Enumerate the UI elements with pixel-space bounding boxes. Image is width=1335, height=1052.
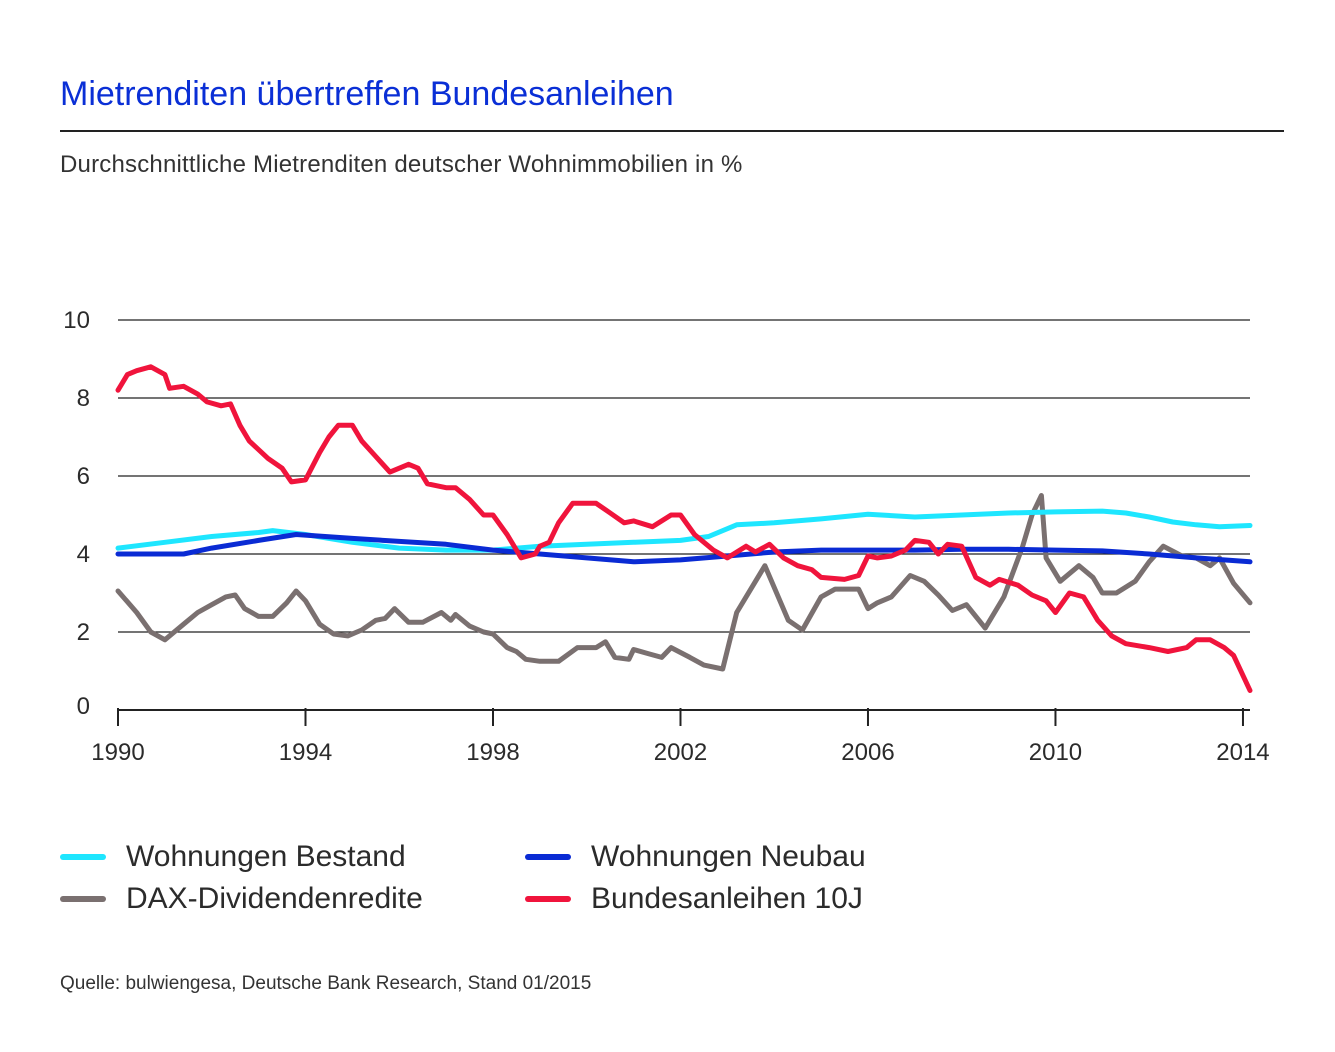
y-tick-label: 4 <box>77 541 90 568</box>
series-line-wohnungen-neubau <box>115 532 1253 565</box>
x-tick-label: 2002 <box>654 739 707 766</box>
legend-swatch-bestand <box>60 854 106 860</box>
x-tick-label: 2014 <box>1216 739 1269 766</box>
legend-label: DAX-Dividendenredite <box>126 882 423 915</box>
y-tick-label: 6 <box>77 463 90 490</box>
legend-item-wohnungen-bestand: Wohnungen Bestand <box>60 840 406 874</box>
legend-label: Wohnungen Neubau <box>591 840 866 873</box>
y-tick-label: 2 <box>77 619 90 646</box>
series-lines <box>115 364 1253 693</box>
legend-label: Wohnungen Bestand <box>126 840 406 873</box>
legend-swatch-bund <box>525 896 571 902</box>
legend-item-dax-dividendenredite: DAX-Dividendenredite <box>60 882 423 916</box>
x-tick-label: 2010 <box>1029 739 1082 766</box>
legend-swatch-neubau <box>525 854 571 860</box>
x-tick-label: 2006 <box>841 739 894 766</box>
source-note: Quelle: bulwiengesa, Deutsche Bank Resea… <box>60 973 592 994</box>
title-divider <box>60 130 1284 132</box>
series-line-dax-dividendenredite <box>115 493 1253 672</box>
legend-item-bundesanleihen: Bundesanleihen 10J <box>525 882 863 916</box>
legend-item-wohnungen-neubau: Wohnungen Neubau <box>525 840 866 874</box>
legend-label: Bundesanleihen 10J <box>591 882 863 915</box>
y-tick-label: 0 <box>77 693 90 720</box>
chart-title: Mietrenditen übertreffen Bundesanleihen <box>60 75 674 113</box>
axes: 0 2 4 6 8 10 1990 1994 1998 2002 2006 2010 2014 <box>63 307 1269 766</box>
chart-subtitle: Durchschnittliche Mietrenditen deutscher… <box>60 151 743 178</box>
y-tick-label: 10 <box>63 307 90 334</box>
x-tick-label: 1994 <box>279 739 332 766</box>
x-tick-label: 1998 <box>466 739 519 766</box>
x-tick-label: 1990 <box>91 739 144 766</box>
series-line-bundesanleihen-10j <box>115 364 1253 693</box>
y-tick-label: 8 <box>77 385 90 412</box>
legend-swatch-dax <box>60 896 106 902</box>
